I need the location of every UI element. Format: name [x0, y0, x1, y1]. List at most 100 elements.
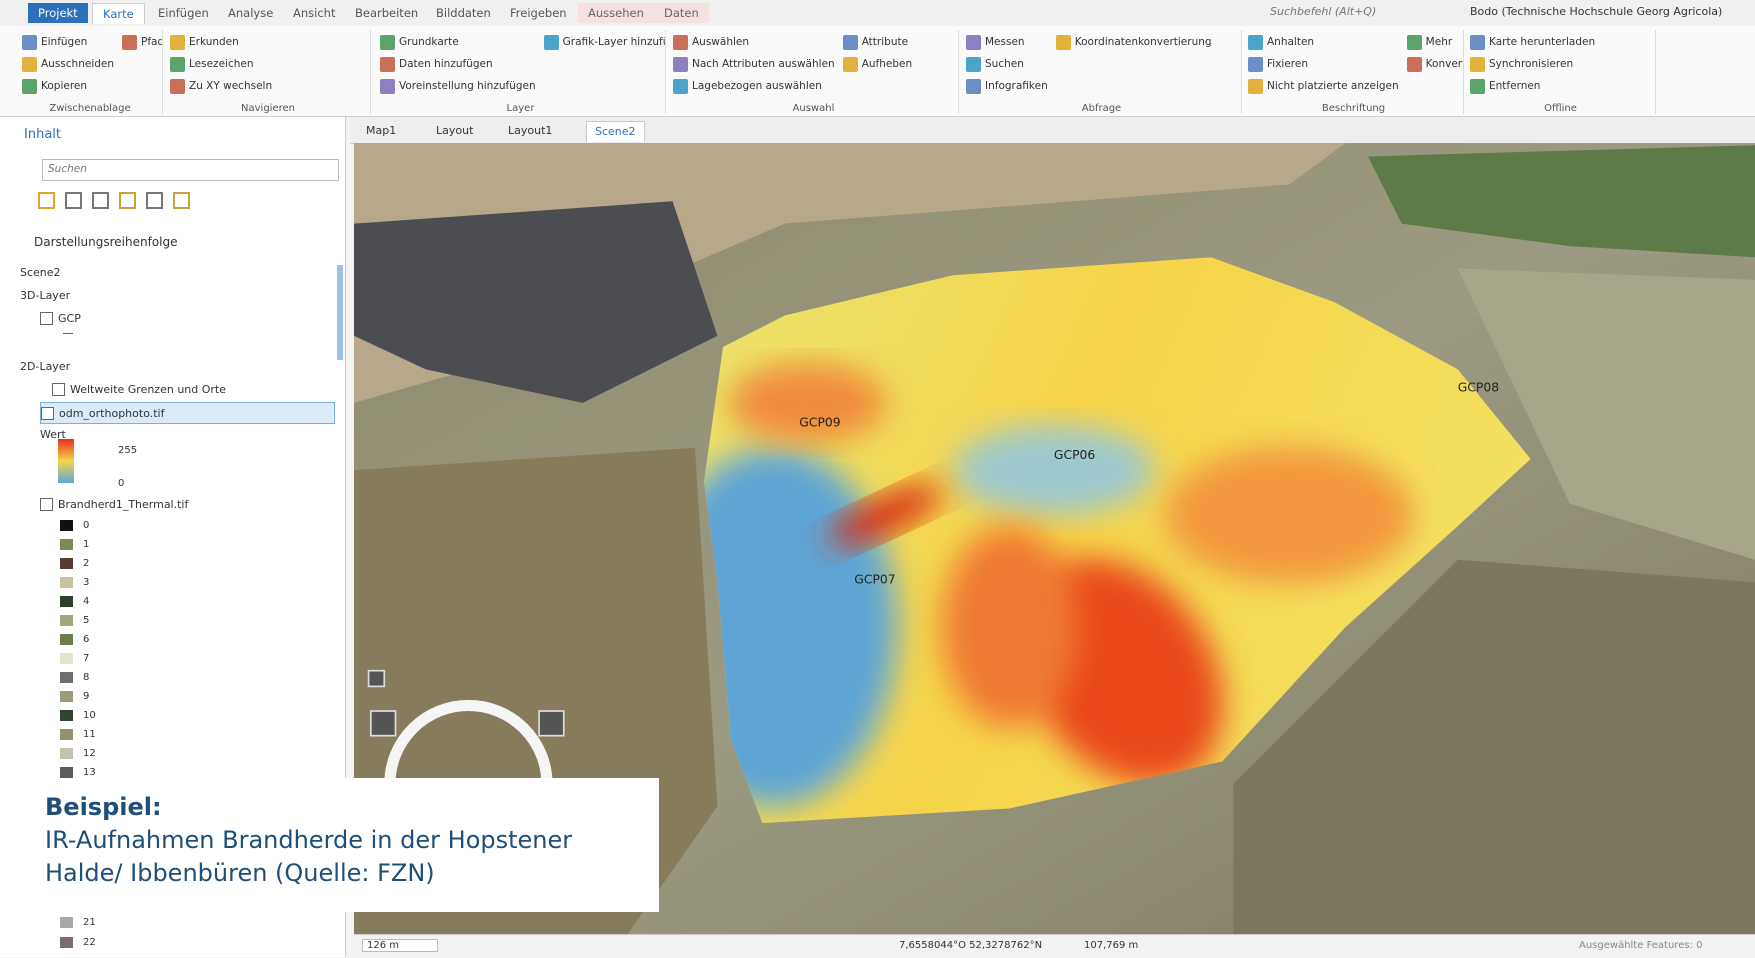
tree-item[interactable]: Wert [40, 428, 66, 441]
tree-item[interactable]: 2D-Layer [20, 360, 70, 373]
ribbon-button[interactable]: Lesezeichen [170, 54, 272, 74]
tree-label[interactable]: Weltweite Grenzen und Orte [70, 383, 227, 396]
checkbox[interactable] [40, 498, 53, 511]
button-label[interactable]: Zu XY wechseln [189, 80, 273, 92]
button-label[interactable]: Auswählen [692, 36, 750, 48]
ribbon-tab[interactable]: Ansicht [293, 6, 336, 20]
ribbon-button[interactable]: Entfernen [1470, 76, 1595, 96]
ribbon-tab[interactable]: Aussehen [578, 3, 654, 23]
tree-label[interactable]: 3D-Layer [20, 289, 71, 302]
button-label[interactable]: Voreinstellung hinzufügen [399, 80, 536, 92]
tree-label[interactable]: 255 [118, 445, 138, 456]
ribbon-tab[interactable]: Projekt [28, 3, 88, 23]
tree-item[interactable]: odm_orthophoto.tif [40, 402, 335, 424]
tree-label[interactable]: Brandherd1_Thermal.tif [58, 498, 189, 511]
tree-label[interactable]: 2D-Layer [20, 360, 71, 373]
checkbox[interactable] [41, 406, 54, 420]
ribbon-tab[interactable]: Bilddaten [436, 6, 491, 20]
tree-item[interactable]: Brandherd1_Thermal.tif [40, 498, 188, 511]
tool-icon[interactable] [65, 192, 82, 209]
tree-item[interactable]: 0 [118, 478, 124, 489]
ribbon-button[interactable]: Einfügen [22, 32, 114, 52]
button-label[interactable]: Entfernen [1489, 80, 1541, 92]
ribbon-button[interactable]: Nach Attributen auswählen [673, 54, 835, 74]
view-tab[interactable]: Layout1 [508, 124, 553, 137]
tree-label[interactable]: odm_orthophoto.tif [59, 406, 165, 420]
ribbon-button[interactable]: Auswählen [673, 32, 835, 52]
checkbox[interactable] [52, 383, 65, 396]
tree-item[interactable]: 3D-Layer [20, 289, 70, 302]
tree-item[interactable]: 255 [118, 445, 137, 456]
button-label[interactable]: Suchen [985, 58, 1024, 70]
tool-icon[interactable] [173, 192, 190, 209]
gcp-label[interactable]: GCP07 [854, 572, 895, 586]
gcp-label[interactable]: GCP09 [799, 415, 840, 429]
button-label[interactable]: Ausschneiden [41, 58, 115, 70]
ribbon-button[interactable]: Infografiken [966, 76, 1048, 96]
tool-icon[interactable] [119, 192, 136, 209]
ribbon-tab[interactable]: Einfügen [158, 6, 209, 20]
button-label[interactable]: Lagebezogen auswählen [692, 80, 822, 92]
ribbon-button[interactable]: Grundkarte [380, 32, 536, 52]
selected-features[interactable]: Ausgewählte Features: 0 [1579, 940, 1703, 951]
button-label[interactable]: Pfad kopieren [141, 36, 162, 48]
ribbon-button[interactable]: Zu XY wechseln [170, 76, 272, 96]
ribbon-button[interactable]: Ausschneiden [22, 54, 114, 74]
ribbon-button[interactable]: Messen [966, 32, 1048, 52]
button-label[interactable]: Einfügen [41, 36, 88, 48]
button-label[interactable]: Kopieren [41, 80, 88, 92]
ribbon-button[interactable]: Fixieren [1248, 54, 1399, 74]
button-label[interactable]: Mehr [1425, 36, 1453, 48]
button-label[interactable]: Synchronisieren [1489, 58, 1574, 70]
button-label[interactable]: Nicht platzierte anzeigen [1267, 80, 1399, 92]
tree-item[interactable]: Scene2 [20, 266, 61, 279]
tree-label[interactable]: 0 [118, 478, 125, 489]
button-label[interactable]: Grafik-Layer hinzufügen [562, 36, 665, 48]
button-label[interactable]: Koordinatenkonvertierung [1074, 36, 1212, 48]
gcp-label[interactable]: GCP06 [1054, 448, 1095, 462]
ribbon-button[interactable]: Karte herunterladen [1470, 32, 1595, 52]
button-label[interactable]: Fixieren [1267, 58, 1308, 70]
checkbox[interactable] [40, 312, 53, 325]
button-label[interactable]: Konvertieren [1425, 58, 1463, 70]
ribbon-button[interactable]: Attribute [842, 32, 912, 52]
ribbon-button[interactable]: Voreinstellung hinzufügen [380, 76, 536, 96]
ribbon-button[interactable]: Suchen [966, 54, 1048, 74]
button-label[interactable]: Attribute [861, 36, 909, 48]
tool-icon[interactable] [146, 192, 163, 209]
tree-label[interactable]: GCP [58, 312, 81, 325]
tree-item[interactable]: Weltweite Grenzen und Orte [52, 383, 226, 396]
tree-label[interactable]: Wert [40, 428, 66, 441]
ribbon-button[interactable]: Daten hinzufügen [380, 54, 536, 74]
button-label[interactable]: Karte herunterladen [1489, 36, 1596, 48]
button-label[interactable]: Daten hinzufügen [399, 58, 493, 70]
ribbon-button[interactable]: Erkunden [170, 32, 272, 52]
button-label[interactable]: Grundkarte [399, 36, 459, 48]
button-label[interactable]: Erkunden [189, 36, 239, 48]
tree-item[interactable]: GCP [40, 312, 81, 325]
button-label[interactable]: Nach Attributen auswählen [692, 58, 835, 70]
tool-icon[interactable] [38, 192, 55, 209]
ribbon-button[interactable]: Aufheben [842, 54, 913, 74]
view-tab[interactable]: Map1 [366, 124, 397, 137]
ribbon-button[interactable]: Nicht platzierte anzeigen [1248, 76, 1399, 96]
button-label[interactable]: Lesezeichen [189, 58, 254, 70]
ribbon-button[interactable]: Pfad kopieren [122, 32, 162, 52]
view-tab[interactable]: Scene2 [586, 121, 645, 142]
pane-search[interactable]: Suchen [42, 159, 339, 181]
ribbon-tab[interactable]: Analyse [228, 6, 274, 20]
button-label[interactable]: Anhalten [1267, 36, 1315, 48]
ribbon-tab[interactable]: Freigeben [510, 6, 567, 20]
ribbon-button[interactable]: Lagebezogen auswählen [673, 76, 835, 96]
button-label[interactable]: Aufheben [861, 58, 913, 70]
ribbon-button[interactable]: Kopieren [22, 76, 114, 96]
command-search[interactable]: Suchbefehl (Alt+Q) [1270, 5, 1377, 18]
ribbon-tab[interactable]: Bearbeiten [355, 6, 419, 20]
scale-box[interactable]: 126 m [362, 939, 438, 952]
ribbon-tab[interactable]: Karte [92, 3, 145, 24]
button-label[interactable]: Messen [985, 36, 1025, 48]
ribbon-button[interactable]: Anhalten [1248, 32, 1399, 52]
ribbon-button[interactable]: Koordinatenkonvertierung [1055, 32, 1212, 52]
ribbon-button[interactable]: Synchronisieren [1470, 54, 1595, 74]
user-account[interactable]: Bodo (Technische Hochschule Georg Agrico… [1470, 5, 1723, 18]
